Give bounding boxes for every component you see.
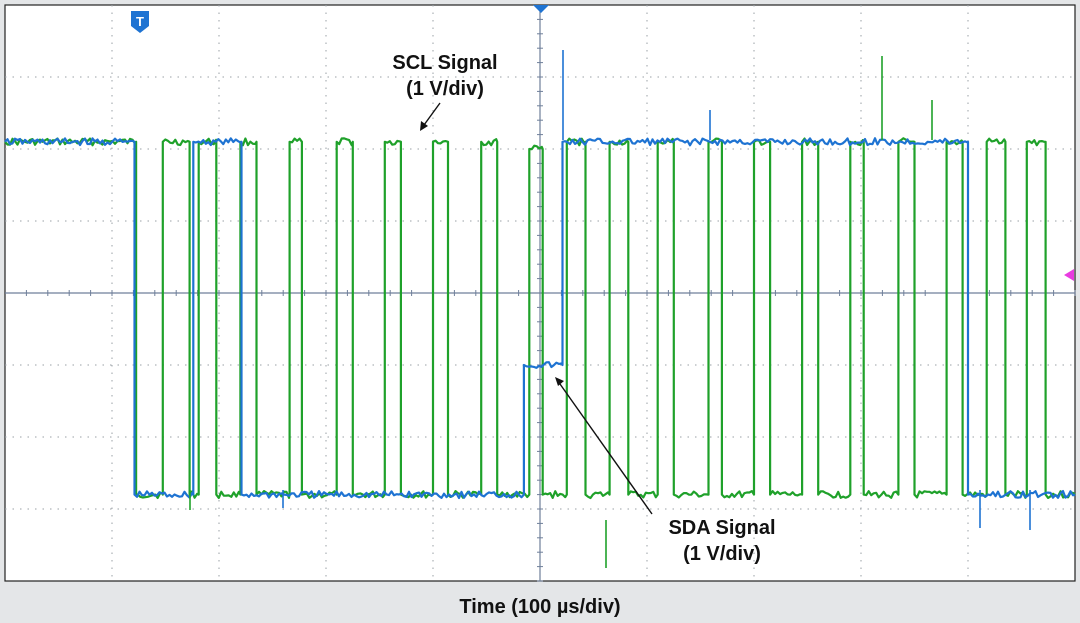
trigger-marker-label: T	[136, 14, 144, 29]
scl-scale-label: (1 V/div)	[406, 78, 484, 100]
traces	[4, 50, 1076, 568]
scl-signal-label: SCL Signal	[392, 52, 497, 74]
sda-arrow-icon	[555, 377, 653, 515]
sda-scale-label: (1 V/div)	[683, 543, 761, 565]
x-axis-label: Time (100 µs/div)	[459, 596, 620, 618]
trigger-marker-icon: T	[131, 11, 149, 33]
level-marker-icon	[1064, 269, 1074, 281]
series-line-sda-signal	[4, 137, 1076, 500]
trigger-position-icon	[533, 5, 549, 13]
series-line-scl-signal	[4, 137, 1076, 500]
scl-arrow-icon	[420, 102, 441, 131]
sda-signal-label: SDA Signal	[668, 517, 775, 539]
